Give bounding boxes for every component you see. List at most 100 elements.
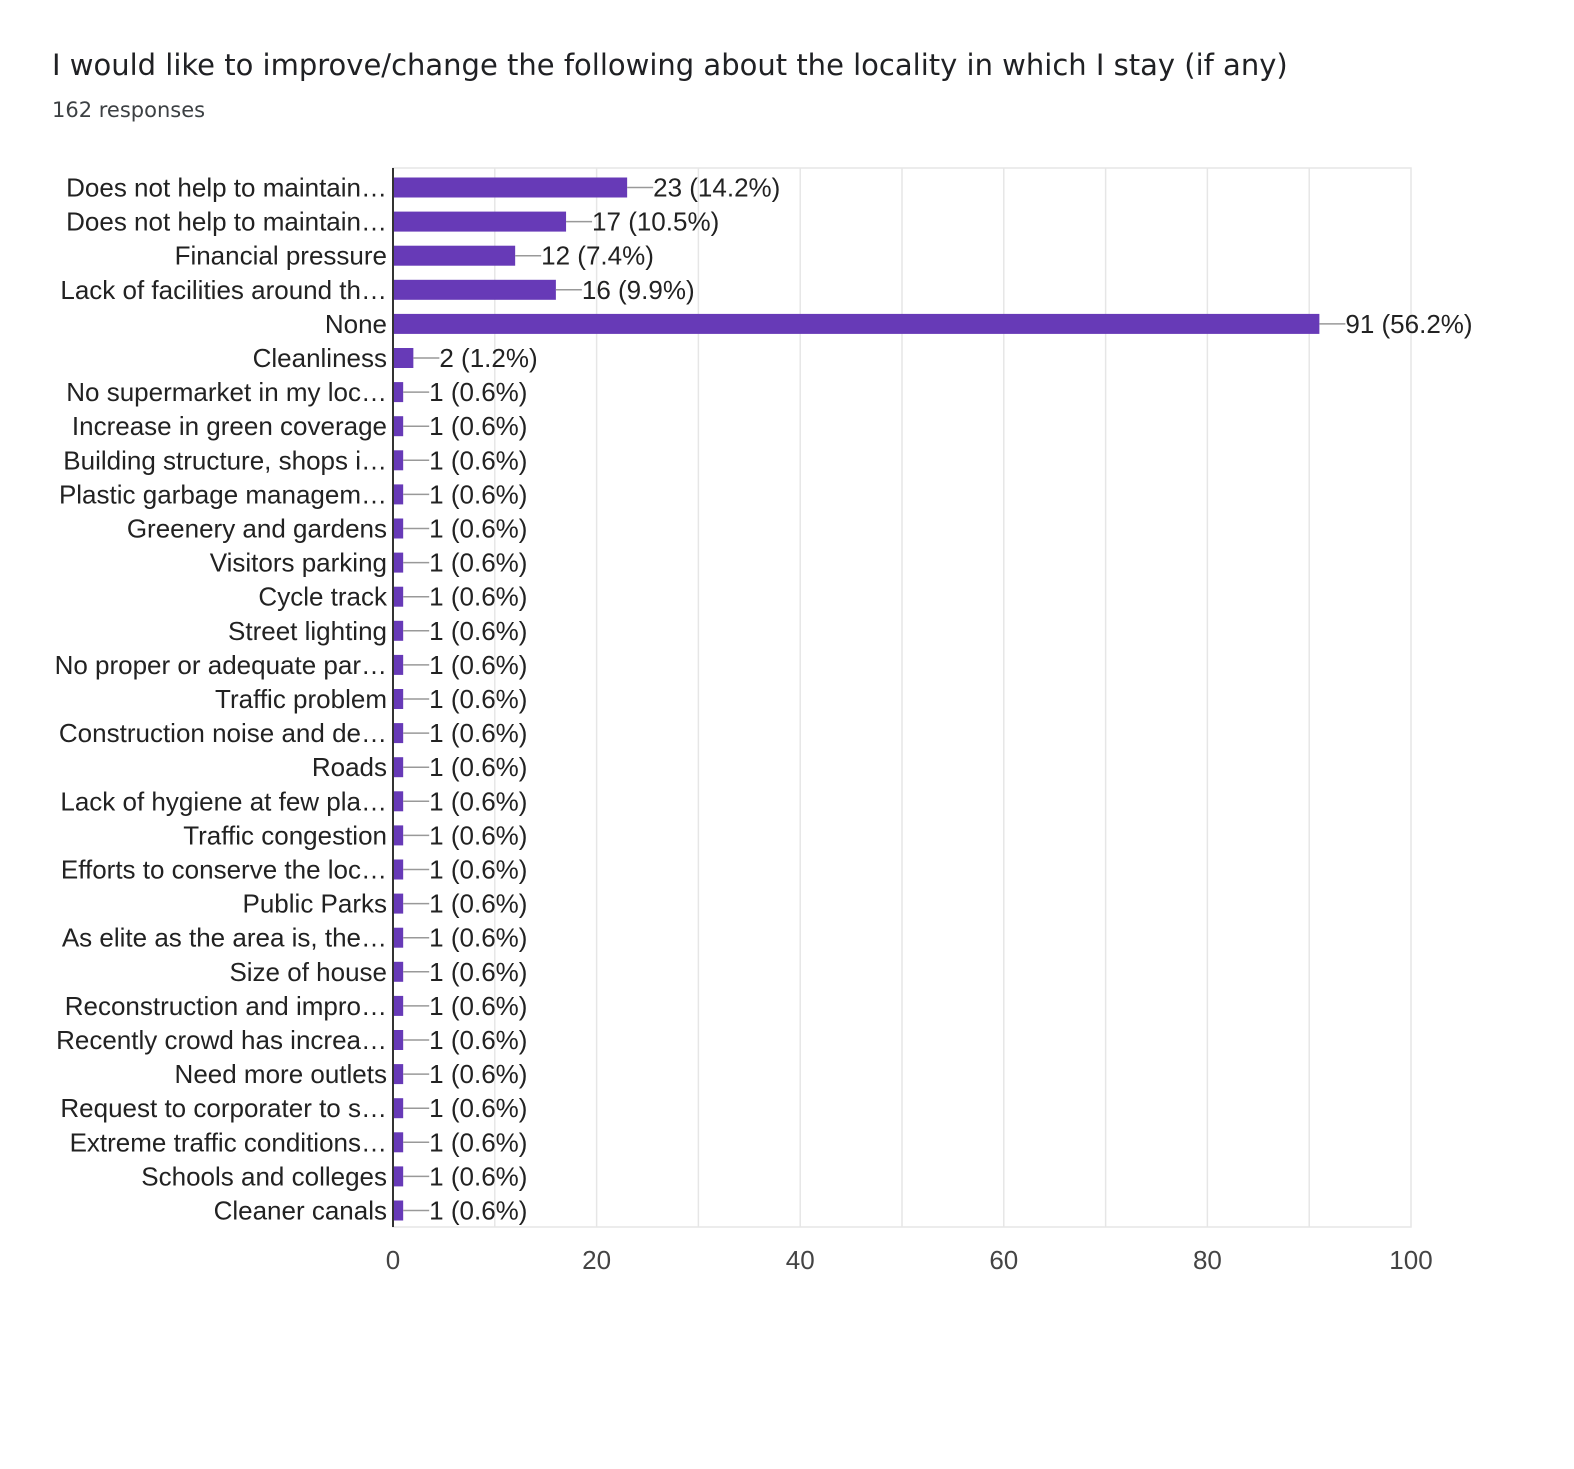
value-label: 1 (0.6%) [429, 684, 527, 714]
bar [393, 757, 404, 778]
value-label: 1 (0.6%) [429, 1093, 527, 1123]
value-label: 1 (0.6%) [429, 514, 527, 544]
bar [393, 211, 567, 232]
bar [393, 245, 516, 266]
bar [393, 1166, 404, 1187]
value-label: 1 (0.6%) [429, 616, 527, 646]
category-label: Lack of facilities around th… [60, 275, 387, 305]
value-label: 1 (0.6%) [429, 786, 527, 816]
bar [393, 961, 404, 982]
value-label: 1 (0.6%) [429, 923, 527, 953]
chart-title: I would like to improve/change the follo… [52, 48, 1288, 82]
bar [393, 689, 404, 709]
bar [393, 1098, 404, 1119]
bar [393, 1200, 404, 1221]
x-tick-label: 0 [386, 1245, 400, 1275]
category-label: Need more outlets [175, 1059, 387, 1089]
value-label: 1 (0.6%) [429, 1196, 527, 1226]
category-label: Request to corporater to s… [60, 1093, 387, 1123]
bar [393, 893, 404, 914]
bar [393, 313, 1320, 334]
x-tick-label: 60 [989, 1245, 1018, 1275]
bar [393, 382, 404, 403]
category-label: Financial pressure [175, 241, 387, 271]
bar [393, 177, 628, 198]
category-label: Cycle track [258, 582, 388, 612]
value-label: 1 (0.6%) [429, 411, 527, 441]
bar [393, 995, 404, 1016]
category-label: As elite as the area is, the… [62, 923, 387, 953]
value-label: 1 (0.6%) [429, 1161, 527, 1191]
x-tick-label: 20 [582, 1245, 611, 1275]
bar [393, 620, 404, 641]
category-label: Cleaner canals [214, 1196, 387, 1226]
value-label: 1 (0.6%) [429, 1025, 527, 1055]
bar [393, 1030, 404, 1050]
value-label: 1 (0.6%) [429, 582, 527, 612]
bar [393, 279, 556, 300]
value-label: 1 (0.6%) [429, 718, 527, 748]
value-label: 2 (1.2%) [439, 343, 537, 373]
value-label: 1 (0.6%) [429, 548, 527, 578]
category-label: Reconstruction and impro… [65, 991, 387, 1021]
bar [393, 518, 404, 539]
value-label: 1 (0.6%) [429, 991, 527, 1021]
bar [393, 723, 404, 744]
bar [393, 654, 404, 675]
category-label: Does not help to maintain… [66, 173, 387, 203]
bar [393, 927, 404, 948]
bar [393, 586, 404, 607]
value-label: 16 (9.9%) [582, 275, 695, 305]
bar [393, 416, 404, 437]
category-label: Traffic congestion [183, 820, 387, 850]
x-tick-label: 80 [1193, 1245, 1222, 1275]
response-count: 162 responses [52, 98, 206, 122]
category-label: Construction noise and de… [59, 718, 387, 748]
bar [393, 1132, 404, 1153]
value-label: 1 (0.6%) [429, 1059, 527, 1089]
category-label: Efforts to conserve the loc… [61, 855, 387, 885]
category-label: None [325, 309, 387, 339]
category-label: Visitors parking [210, 548, 387, 578]
value-label: 17 (10.5%) [592, 207, 719, 237]
category-label: Recently crowd has increa… [56, 1025, 387, 1055]
category-label: Greenery and gardens [127, 514, 387, 544]
bar [393, 552, 404, 573]
category-label: Schools and colleges [141, 1161, 387, 1191]
category-label: No proper or adequate par… [55, 650, 387, 680]
category-label: Increase in green coverage [72, 411, 387, 441]
bar [393, 450, 404, 471]
bar [393, 484, 404, 505]
value-label: 1 (0.6%) [429, 479, 527, 509]
value-label: 1 (0.6%) [429, 957, 527, 987]
category-label: Traffic problem [215, 684, 387, 714]
category-label: Public Parks [243, 889, 388, 919]
value-label: 1 (0.6%) [429, 820, 527, 850]
bar [393, 825, 404, 846]
bar [393, 1064, 404, 1085]
value-label: 91 (56.2%) [1345, 309, 1472, 339]
value-label: 1 (0.6%) [429, 752, 527, 782]
value-label: 1 (0.6%) [429, 889, 527, 919]
category-label: Lack of hygiene at few pla… [60, 786, 387, 816]
category-label: Roads [312, 752, 387, 782]
category-label: Building structure, shops i… [63, 445, 387, 475]
bar [393, 859, 404, 880]
category-label: Extreme traffic conditions… [70, 1127, 387, 1157]
value-label: 1 (0.6%) [429, 650, 527, 680]
x-tick-label: 40 [786, 1245, 815, 1275]
category-label: No supermarket in my loc… [66, 377, 387, 407]
x-tick-label: 100 [1389, 1245, 1432, 1275]
category-label: Plastic garbage managem… [59, 479, 387, 509]
value-label: 23 (14.2%) [653, 173, 780, 203]
value-label: 1 (0.6%) [429, 855, 527, 885]
bar [393, 348, 414, 368]
value-label: 1 (0.6%) [429, 377, 527, 407]
category-label: Street lighting [228, 616, 387, 646]
value-label: 1 (0.6%) [429, 445, 527, 475]
value-label: 12 (7.4%) [541, 241, 654, 271]
category-label: Cleanliness [253, 343, 387, 373]
value-label: 1 (0.6%) [429, 1127, 527, 1157]
category-label: Does not help to maintain… [66, 207, 387, 237]
